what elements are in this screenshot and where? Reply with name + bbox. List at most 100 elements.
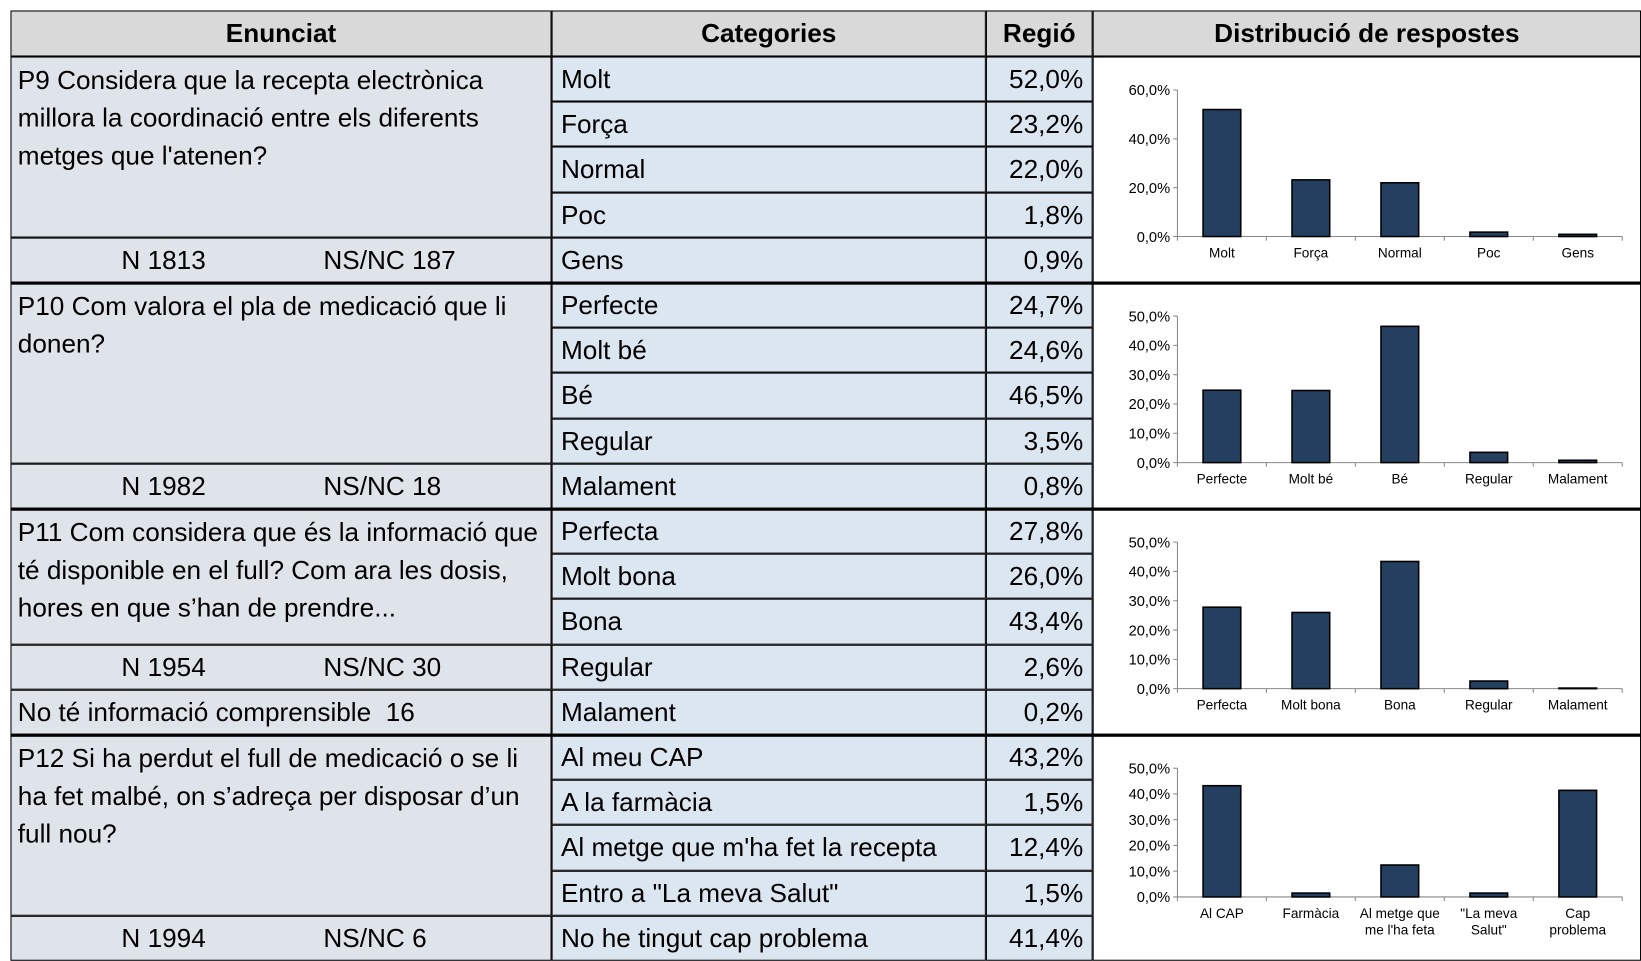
value: 43,4% <box>985 599 1093 645</box>
x-tick-label: problema <box>1549 923 1606 938</box>
chart-cell: 0,0% 10,0% 20,0% 30,0% 40,0% 50,0% Perfecte Mol… <box>1092 282 1641 509</box>
category: Malament <box>551 689 986 735</box>
value: 24,7% <box>985 282 1093 328</box>
value: 1,5% <box>985 870 1093 916</box>
header-cell: Categories <box>551 10 986 57</box>
nsnc-count: NS/NC 6 <box>323 923 427 954</box>
chart: 0,0% 10,0% 20,0% 30,0% 40,0% 50,0% Al CAP Farmà… <box>1129 761 1623 938</box>
y-tick-label: 0,0% <box>1137 456 1170 472</box>
category: Força <box>551 101 986 147</box>
y-tick-label: 20,0% <box>1129 397 1171 413</box>
x-tick-label: "La meva <box>1460 906 1517 921</box>
category: Molt bé <box>551 327 986 373</box>
chart-cell: 0,0% 10,0% 20,0% 30,0% 40,0% 50,0% Al CAP Farmà… <box>1092 734 1641 961</box>
category: Molt bona <box>551 553 986 600</box>
chart-cell: 0,0% 20,0% 40,0% 60,0% Molt Força Normal Poc Gen… <box>1092 56 1641 283</box>
bar <box>1291 611 1331 690</box>
question: P10 Com valora el pla de medicació que l… <box>10 282 552 464</box>
n-count: N 1994 <box>121 923 206 954</box>
value: 0,2% <box>985 689 1093 735</box>
n-row: N 1982 NS/NC 18 <box>10 463 552 509</box>
header-cell: Enunciat <box>10 10 552 57</box>
value: 1,5% <box>985 779 1093 826</box>
section-separator <box>10 733 1641 737</box>
bar <box>1558 789 1598 898</box>
value: 24,6% <box>985 327 1093 373</box>
bar <box>1202 389 1242 464</box>
chart: 0,0% 20,0% 40,0% 60,0% Molt Força Normal Poc Gen… <box>1129 83 1623 260</box>
value: 52,0% <box>985 56 1093 102</box>
category: Poc <box>551 192 986 238</box>
y-tick-label: 40,0% <box>1129 787 1171 803</box>
category: Bé <box>551 372 986 419</box>
value: 0,8% <box>985 463 1093 509</box>
category: Normal <box>551 146 986 193</box>
x-tick-label: Poc <box>1477 245 1501 260</box>
value: 27,8% <box>985 508 1093 554</box>
n-count: N 1954 <box>121 652 206 682</box>
question: P12 Si ha perdut el full de medicació o … <box>10 734 552 916</box>
value: 3,5% <box>985 418 1093 464</box>
y-tick-label: 30,0% <box>1129 813 1171 829</box>
y-tick-label: 20,0% <box>1129 839 1171 855</box>
x-tick-label: Malament <box>1548 698 1608 713</box>
y-tick-label: 20,0% <box>1129 623 1171 639</box>
value: 23,2% <box>985 101 1093 147</box>
bar <box>1380 560 1420 690</box>
y-tick-label: 30,0% <box>1129 594 1171 610</box>
nsnc-count: NS/NC 30 <box>323 652 442 682</box>
x-tick-label: Al CAP <box>1200 906 1244 921</box>
y-tick-label: 10,0% <box>1129 427 1171 443</box>
y-tick-label: 50,0% <box>1129 761 1171 777</box>
category: Gens <box>551 237 986 283</box>
x-tick-label: Molt bé <box>1289 472 1334 487</box>
x-tick-label: Molt bona <box>1281 698 1341 713</box>
x-tick-label: Farmàcia <box>1283 906 1340 921</box>
x-tick-label: Bé <box>1392 472 1409 487</box>
bar <box>1380 325 1420 464</box>
value: 46,5% <box>985 372 1093 419</box>
category: A la farmàcia <box>551 779 986 826</box>
nsnc-count: NS/NC 18 <box>323 471 442 502</box>
note: No té informació comprensible 16 <box>10 689 552 735</box>
y-tick-label: 60,0% <box>1129 83 1171 99</box>
y-tick-label: 40,0% <box>1129 565 1171 581</box>
bar <box>1558 459 1598 464</box>
y-tick-label: 50,0% <box>1129 535 1171 551</box>
y-tick-label: 0,0% <box>1137 682 1170 698</box>
value: 0,9% <box>985 237 1093 283</box>
section-separator <box>10 281 1641 285</box>
n-row: N 1813 NS/NC 187 <box>10 237 552 283</box>
chart-cell: 0,0% 10,0% 20,0% 30,0% 40,0% 50,0% Perfecta Mol… <box>1092 508 1641 735</box>
bar <box>1291 179 1331 238</box>
x-tick-label: Perfecte <box>1197 472 1248 487</box>
y-tick-label: 40,0% <box>1129 132 1171 148</box>
value: 43,2% <box>985 734 1093 780</box>
y-tick-label: 0,0% <box>1137 230 1170 246</box>
category: Regular <box>551 644 986 690</box>
value: 41,4% <box>985 915 1093 961</box>
bar <box>1291 892 1331 898</box>
value: 2,6% <box>985 644 1093 690</box>
x-tick-label: Gens <box>1561 245 1594 260</box>
x-tick-label: Força <box>1293 245 1328 260</box>
bar <box>1380 182 1420 238</box>
chart: 0,0% 10,0% 20,0% 30,0% 40,0% 50,0% Perfecta Mol… <box>1129 535 1623 713</box>
x-tick-label: me l'ha feta <box>1365 923 1435 938</box>
value: 1,8% <box>985 192 1093 238</box>
category: Perfecta <box>551 508 986 554</box>
category: Perfecte <box>551 282 986 328</box>
category: Malament <box>551 463 986 509</box>
bar <box>1380 864 1420 898</box>
x-tick-label: Normal <box>1378 245 1422 260</box>
y-tick-label: 50,0% <box>1129 309 1171 325</box>
bar <box>1202 108 1242 238</box>
value: 22,0% <box>985 146 1093 193</box>
header-cell: Regió <box>985 10 1093 57</box>
x-tick-label: Bona <box>1384 698 1416 713</box>
bar <box>1202 606 1242 690</box>
bar <box>1469 451 1509 464</box>
section-separator <box>10 507 1641 511</box>
y-tick-label: 30,0% <box>1129 368 1171 384</box>
